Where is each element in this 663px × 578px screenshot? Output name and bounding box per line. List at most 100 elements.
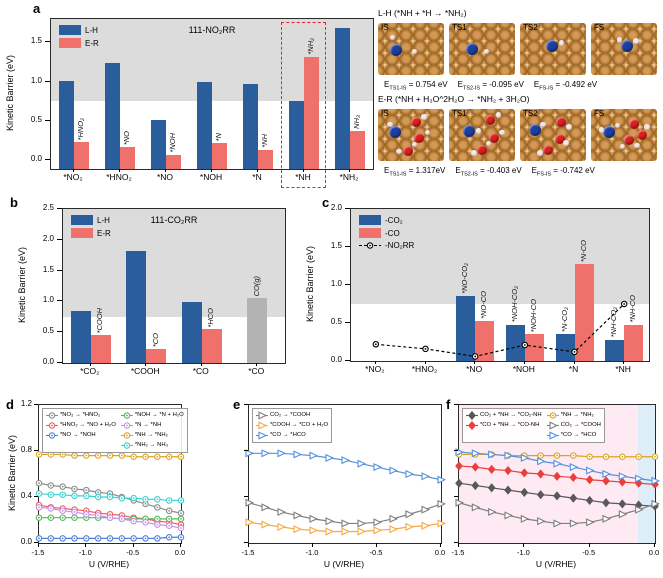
legend-column: CO₂ + *NH → *CO₂-NH *CO + *NH → *CO-NH: [466, 410, 542, 431]
bar--CO-*NOH: [524, 334, 544, 361]
energy-symbol: E: [384, 166, 390, 175]
y-tick-label: 0.0: [330, 355, 342, 364]
y-tick: [57, 269, 62, 271]
legend-item: -CO: [359, 228, 414, 238]
atom-N: [603, 126, 616, 139]
legend-marker-tri: [546, 421, 559, 430]
legend: CO₂ + *NH → *CO₂-NH *CO + *NH → *CO-NH *NH…: [462, 408, 605, 443]
series-3-point-dot: [180, 517, 182, 520]
y-tick: [57, 362, 62, 363]
energy-number: = 0.754 eV: [406, 80, 448, 89]
legend-item: *CO → *HCO: [546, 431, 601, 440]
series-1-point: [504, 465, 512, 476]
atom-O: [555, 117, 566, 127]
series-3-point: [618, 510, 628, 519]
y-tick-label: 1.0: [42, 295, 54, 305]
bar--CO₂-*NO: [456, 295, 476, 361]
legend-marker-tri: [256, 411, 268, 420]
background-region: [638, 405, 655, 543]
atom-H: [619, 143, 626, 150]
legend-marker-dot: [51, 424, 53, 427]
x-tick: [145, 363, 147, 366]
bar-label: *HCO: [206, 307, 216, 328]
threshold-band: [51, 19, 373, 102]
x-tick: [180, 543, 181, 547]
panel-d-canvas: [35, 451, 185, 542]
series-4-point: [602, 469, 612, 479]
panel-a-plot: 111-NO₂RR *HNO₂ *NO *NOH *N *NH *NH₂ NH₃ L-H E-R: [50, 18, 374, 170]
panel-b-letter: b: [10, 195, 18, 210]
y-axis-label: Kinetic Barrier (eV): [7, 434, 17, 512]
series-6-point-dot: [168, 499, 171, 502]
x-axis-label: U (V/RHE): [323, 559, 365, 569]
frame-label: FS: [594, 23, 605, 32]
legend-item: *COOH → *CO + H₂O: [256, 421, 328, 430]
series-6-point-dot: [156, 498, 159, 501]
series-1-point: [357, 527, 367, 536]
series-2-point: [373, 463, 383, 472]
x-tick: [654, 543, 655, 547]
y-tick-label: 2.5: [42, 203, 54, 212]
atom-H: [387, 121, 393, 128]
x-tick-label: -0.5: [582, 548, 596, 557]
energy-number: = -0.742 eV: [551, 166, 595, 175]
series-0-point: [618, 499, 627, 509]
series-0-point: [293, 511, 303, 520]
x-tick: [424, 361, 426, 364]
no2rr-point-dot: [474, 355, 477, 358]
chart-title: 111-CO₂RR: [150, 215, 198, 225]
y-tick-label: 2.0: [42, 233, 54, 243]
legend-marker-dot: [51, 434, 53, 437]
y-tick: [454, 450, 458, 451]
series-2-point: [437, 475, 447, 484]
series-0-point: [277, 507, 287, 517]
atom-H: [475, 128, 482, 134]
series-4-point-dot: [156, 523, 159, 526]
atom-H: [633, 38, 639, 44]
y-tick: [45, 119, 50, 121]
y-tick: [244, 542, 248, 543]
legend-marker-circledot: [120, 412, 133, 419]
bar-E-R-*CO₂: [90, 335, 111, 363]
legend-label: *NO₂ → *HNO₂: [60, 411, 101, 418]
energy-number: = -0.492 eV: [553, 80, 598, 89]
bar-L-H-*NOH: [197, 82, 212, 169]
bar-label: NH₃: [352, 114, 361, 129]
series-3-point-dot: [61, 516, 64, 519]
legend-item: L-H: [71, 215, 111, 225]
y-tick: [454, 496, 458, 497]
bar-E-R-*NH: [304, 56, 319, 169]
series-6-point-dot: [132, 497, 135, 500]
series-0-point: [585, 495, 594, 506]
series-2-point-dot: [539, 454, 542, 457]
series-1-point: [487, 464, 496, 474]
series-4-point-dot: [38, 506, 40, 509]
legend-label: *NH₂ → NH₃: [134, 441, 168, 448]
series-2-point: [261, 449, 271, 458]
energy-value: ETS1-IS = 0.754 eV: [384, 80, 448, 92]
atom-O: [411, 117, 422, 127]
bar-label: *COOH: [95, 307, 105, 334]
atom-O: [542, 144, 553, 155]
y-tick-label: 0.0: [20, 537, 32, 546]
energy-subscript: TS2-IS: [462, 85, 481, 92]
bar-L-H-*NH₂: [335, 28, 350, 169]
legend-label: *COOH → *CO + H₂O: [270, 421, 329, 428]
x-tick-label: -1.5: [31, 548, 45, 557]
x-tick: [85, 543, 87, 547]
series-4-point: [569, 463, 579, 472]
x-tick: [349, 169, 350, 172]
series-4-point: [553, 459, 563, 468]
atom-N: [388, 126, 401, 139]
atom-H: [540, 121, 546, 128]
legend-label: *CO → *HCO: [560, 431, 597, 438]
energy-number: = -0.095 eV: [480, 80, 524, 89]
panel-f-plot: CO₂ + *NH → *CO₂-NH *CO + *NH → *CO-NH *NH…: [455, 404, 661, 544]
y-tick: [34, 496, 38, 497]
y-axis-label: Kinetic Barrier (eV): [5, 54, 15, 132]
series-1-point: [602, 476, 610, 486]
series-6-point-dot: [49, 493, 52, 496]
series-4-point-dot: [180, 527, 182, 529]
x-tick: [89, 363, 91, 366]
legend: -CO₂ -CO -NO₂RR: [359, 215, 414, 250]
